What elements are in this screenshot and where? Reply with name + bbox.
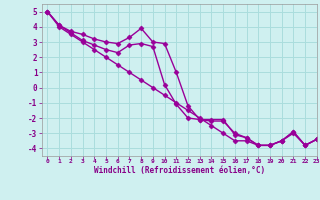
X-axis label: Windchill (Refroidissement éolien,°C): Windchill (Refroidissement éolien,°C)	[94, 166, 265, 175]
